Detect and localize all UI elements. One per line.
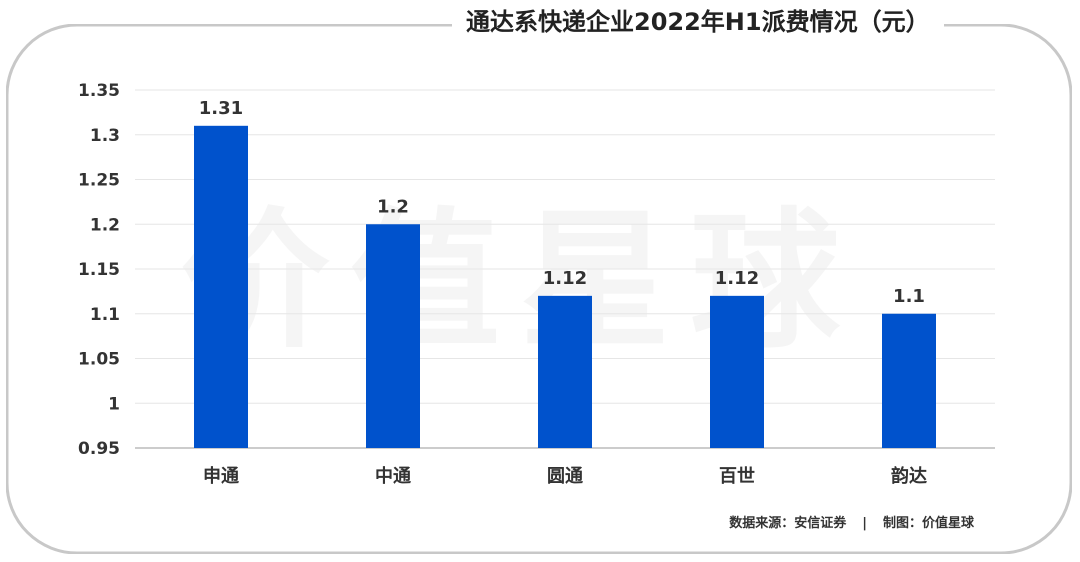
x-category-label: 圆通: [547, 466, 583, 487]
y-tick-label: 1.25: [78, 171, 120, 191]
data-label: 1.1: [893, 286, 925, 307]
data-label: 1.12: [715, 268, 759, 289]
x-category-label: 百世: [719, 466, 755, 487]
y-tick-label: 1.35: [78, 81, 120, 101]
data-label: 1.31: [199, 98, 243, 119]
y-tick-label: 1.2: [90, 215, 120, 235]
bar: [882, 313, 936, 448]
source-text: 数据来源：安信证券: [729, 516, 847, 531]
x-category-label: 申通: [203, 465, 239, 487]
chart-title: 通达系快递企业2022年H1派费情况（元）: [452, 2, 944, 42]
y-tick-label: 1: [108, 394, 120, 414]
bar: [538, 295, 592, 448]
y-tick-label: 1.15: [78, 260, 120, 280]
bar: [710, 295, 764, 448]
bar: [366, 224, 420, 448]
source-note: 数据来源：安信证券 | 制图：价值星球: [729, 512, 974, 531]
y-tick-label: 1.1: [90, 305, 120, 325]
source-separator: |: [862, 516, 867, 531]
x-category-label: 韵达: [891, 465, 927, 487]
y-tick-label: 1.3: [90, 126, 120, 146]
maker-text: 制图：价值星球: [882, 516, 974, 531]
bar: [194, 125, 248, 449]
x-category-label: 中通: [375, 465, 411, 487]
data-label: 1.2: [377, 196, 409, 217]
y-tick-label: 1.05: [78, 350, 120, 370]
y-tick-label: 0.95: [78, 439, 120, 459]
data-label: 1.12: [543, 268, 587, 289]
